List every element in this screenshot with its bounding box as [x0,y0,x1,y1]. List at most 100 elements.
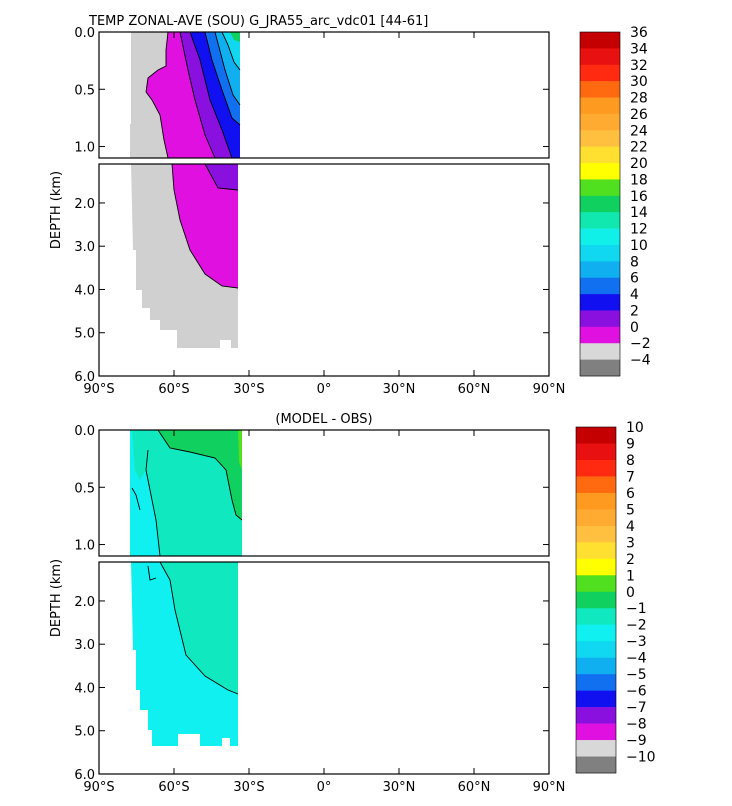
colorbar-label: −2 [630,336,651,352]
y-tick-label: 6.0 [74,768,95,783]
region-0-2-lower [172,164,238,288]
y-axis-label: DEPTH (km) [49,171,64,249]
colorbar-swatch [580,32,620,49]
y-tick-label: 0.0 [74,424,95,439]
colorbar-swatch [576,690,616,708]
colorbar-label: 4 [630,287,639,303]
colorbar-label: 10 [630,238,648,254]
colorbar-swatch [576,509,616,527]
colorbar-label: 32 [630,58,648,74]
colorbar-label: 2 [630,303,639,319]
x-tick-label: 90°N [533,382,566,397]
colorbar-label: −10 [626,750,656,766]
colorbar-label: 0 [630,320,639,336]
colorbar-swatch [580,294,620,311]
diff-axes: 90°S 60°S 30°S 0° 30°N 60°N 90°N 0.0 0.5 1.0 2.0 3.… [74,424,565,795]
colorbar-swatch [580,113,620,131]
colorbar-label: 4 [626,519,635,535]
colorbar-swatch [580,212,620,229]
x-tick-label: 60°S [158,780,189,795]
chart-title: TEMP ZONAL-AVE (SOU) G_JRA55_arc_vdc01 [… [88,14,428,29]
diff-contours [131,430,243,695]
colorbar-label: 8 [626,453,635,469]
colorbar-label: −8 [626,717,647,733]
colorbar-label: 18 [630,172,648,188]
colorbar-label: 24 [630,123,648,139]
colorbar-label: −5 [626,667,647,683]
colorbar-swatch [576,624,616,642]
chart-title: (MODEL - OBS) [275,412,372,427]
colorbar-label: 22 [630,140,648,156]
region-0-1 [158,430,242,520]
colorbar-swatch [580,48,620,66]
colorbar-swatch [580,326,620,344]
colorbar-swatch [580,310,620,328]
colorbar-label: 6 [626,486,635,502]
temp-contours [145,32,241,289]
x-tick-label: 60°N [458,780,491,795]
colorbar-label: 20 [630,156,648,172]
diff-field [130,430,243,746]
y-tick-label: 1.0 [74,539,95,554]
colorbar-swatch [576,542,616,560]
x-tick-label: 60°N [458,382,491,397]
x-tick-label: 0° [317,382,332,397]
colorbar-label: 6 [630,271,639,287]
colorbar-label: 8 [630,254,639,270]
colorbar-swatch [576,707,616,724]
y-tick-label: 5.0 [74,725,95,740]
colorbar-swatch [580,130,620,147]
colorbar-label: 12 [630,222,648,238]
colorbar-swatch [576,591,616,609]
colorbar-label: −4 [626,651,647,667]
x-tick-label: 30°S [233,382,264,397]
colorbar-swatch [580,163,620,180]
colorbar-label: −9 [626,733,647,749]
colorbar-label: 1 [626,568,635,584]
colorbar-label: 5 [626,502,635,518]
y-tick-label: 6.0 [74,370,95,385]
colorbar-frame [579,31,621,377]
x-tick-label: 30°S [233,780,264,795]
colorbar-swatch [576,723,616,741]
y-tick-label: 5.0 [74,327,95,342]
colorbar-label: 0 [626,585,635,601]
y-tick-label: 2.0 [74,595,95,610]
x-tick-label: 90°N [533,780,566,795]
colorbar-label: 28 [630,91,648,107]
colorbar-label: −2 [626,618,647,634]
colorbar-swatch [580,359,620,377]
colorbar-label: 7 [626,469,635,485]
colorbar-swatch [580,195,620,213]
colorbar-label: 26 [630,107,648,123]
colorbar-swatch [576,657,616,675]
colorbar-label: 3 [626,535,635,551]
region-16-20 [230,32,240,42]
x-tick-label: 90°S [83,780,114,795]
colorbar-swatch [580,277,620,295]
y-tick-label: 4.0 [74,681,95,696]
y-tick-label: 4.0 [74,283,95,298]
colorbar-label: 36 [630,25,648,41]
y-tick-label: 0.5 [74,481,95,496]
colorbar-label: 14 [630,205,648,221]
region-1-2 [238,430,242,470]
colorbar-swatch [576,575,616,593]
colorbar-swatch [580,64,620,82]
x-tick-label: 60°S [158,382,189,397]
colorbar-swatch [580,97,620,115]
temp-field [127,32,241,348]
temp-axes: 90°S 60°S 30°S 0° 30°N 60°N 90°N 0.0 0.5 1.0 2.0 3.… [74,26,565,397]
colorbar-frame [575,426,617,774]
y-tick-label: 0.0 [74,26,95,41]
colorbar-swatch [580,146,620,164]
colorbar-swatch [576,558,616,576]
diff-panel: (MODEL - OBS) DEPTH (km) 90°S 60°S 30°S 0° 3… [49,412,656,795]
colorbar-label: −6 [626,684,647,700]
colorbar-label: −4 [630,353,651,369]
x-tick-label: 30°N [383,780,416,795]
colorbar-swatch [576,740,616,757]
